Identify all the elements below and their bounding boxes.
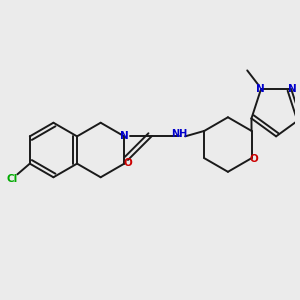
Text: O: O	[124, 158, 132, 168]
Text: N: N	[120, 131, 129, 141]
Text: N: N	[256, 83, 264, 94]
Text: Cl: Cl	[7, 174, 18, 184]
Text: NH: NH	[171, 129, 187, 140]
Text: O: O	[249, 154, 258, 164]
Text: N: N	[288, 83, 297, 94]
